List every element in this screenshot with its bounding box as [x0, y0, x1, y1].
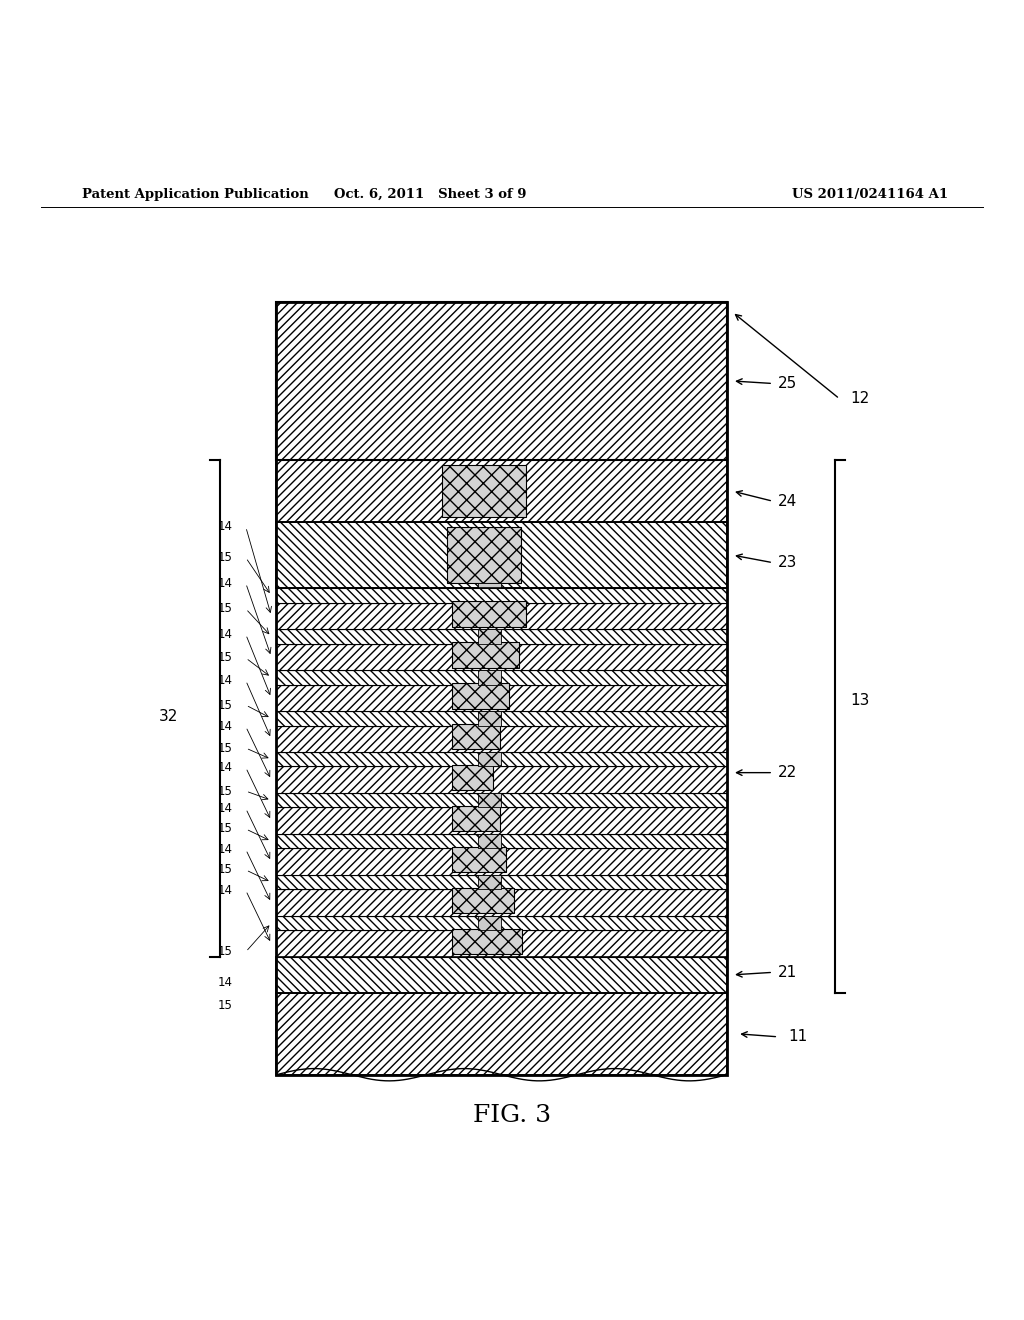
Text: 15: 15: [218, 945, 232, 958]
Bar: [453, 643, 519, 668]
Bar: [478, 834, 501, 849]
Bar: [478, 583, 501, 589]
Bar: [453, 601, 526, 627]
Bar: [447, 527, 521, 583]
Text: Oct. 6, 2011   Sheet 3 of 9: Oct. 6, 2011 Sheet 3 of 9: [334, 187, 526, 201]
Bar: [276, 603, 727, 630]
Text: 14: 14: [218, 884, 232, 896]
Text: US 2011/0241164 A1: US 2011/0241164 A1: [793, 187, 948, 201]
Bar: [276, 301, 727, 1074]
Bar: [453, 725, 500, 750]
Text: 32: 32: [159, 709, 178, 723]
Text: 14: 14: [218, 762, 232, 774]
Bar: [478, 630, 501, 644]
Bar: [276, 916, 727, 931]
Text: 15: 15: [218, 863, 232, 876]
Bar: [453, 888, 514, 913]
Text: 15: 15: [218, 784, 232, 797]
Text: 23: 23: [778, 556, 798, 570]
Bar: [276, 589, 727, 603]
Text: 15: 15: [218, 999, 232, 1011]
Text: 14: 14: [218, 675, 232, 686]
Bar: [453, 766, 494, 791]
Text: 14: 14: [218, 803, 232, 814]
Bar: [478, 711, 501, 726]
Bar: [276, 685, 727, 711]
Bar: [276, 767, 727, 793]
Bar: [478, 671, 501, 685]
Text: 14: 14: [218, 721, 232, 733]
Bar: [276, 726, 727, 752]
Bar: [478, 916, 501, 931]
Bar: [453, 807, 500, 832]
Text: Patent Application Publication: Patent Application Publication: [82, 187, 308, 201]
Bar: [276, 931, 727, 957]
Bar: [276, 834, 727, 849]
Bar: [276, 793, 727, 808]
Text: 14: 14: [218, 975, 232, 989]
Text: 15: 15: [218, 602, 232, 615]
Text: 14: 14: [218, 577, 232, 590]
Text: 15: 15: [218, 698, 232, 711]
Text: 11: 11: [788, 1030, 808, 1044]
Text: 25: 25: [778, 376, 798, 391]
Bar: [276, 644, 727, 671]
Text: 13: 13: [850, 693, 869, 709]
Text: FIG. 3: FIG. 3: [473, 1104, 551, 1127]
Bar: [276, 808, 727, 834]
Bar: [276, 461, 727, 521]
Text: 12: 12: [850, 391, 869, 407]
Bar: [276, 301, 727, 461]
Bar: [276, 630, 727, 644]
Bar: [453, 929, 522, 954]
Bar: [276, 890, 727, 916]
Text: 24: 24: [778, 494, 798, 508]
Bar: [276, 849, 727, 875]
Bar: [276, 711, 727, 726]
Text: 21: 21: [778, 965, 798, 979]
Text: 15: 15: [218, 822, 232, 836]
Bar: [453, 847, 506, 873]
Text: 14: 14: [218, 843, 232, 855]
Bar: [478, 752, 501, 767]
Bar: [442, 466, 526, 516]
Bar: [478, 793, 501, 808]
Bar: [453, 684, 509, 709]
Bar: [276, 671, 727, 685]
Bar: [276, 752, 727, 767]
Text: 15: 15: [218, 652, 232, 664]
Bar: [478, 875, 501, 890]
Bar: [276, 993, 727, 1074]
Bar: [276, 875, 727, 890]
Bar: [276, 521, 727, 589]
Text: 22: 22: [778, 766, 798, 780]
Text: 15: 15: [218, 742, 232, 755]
Text: 14: 14: [218, 628, 232, 642]
Text: 14: 14: [218, 520, 232, 533]
Bar: [276, 957, 727, 993]
Text: 15: 15: [218, 552, 232, 564]
